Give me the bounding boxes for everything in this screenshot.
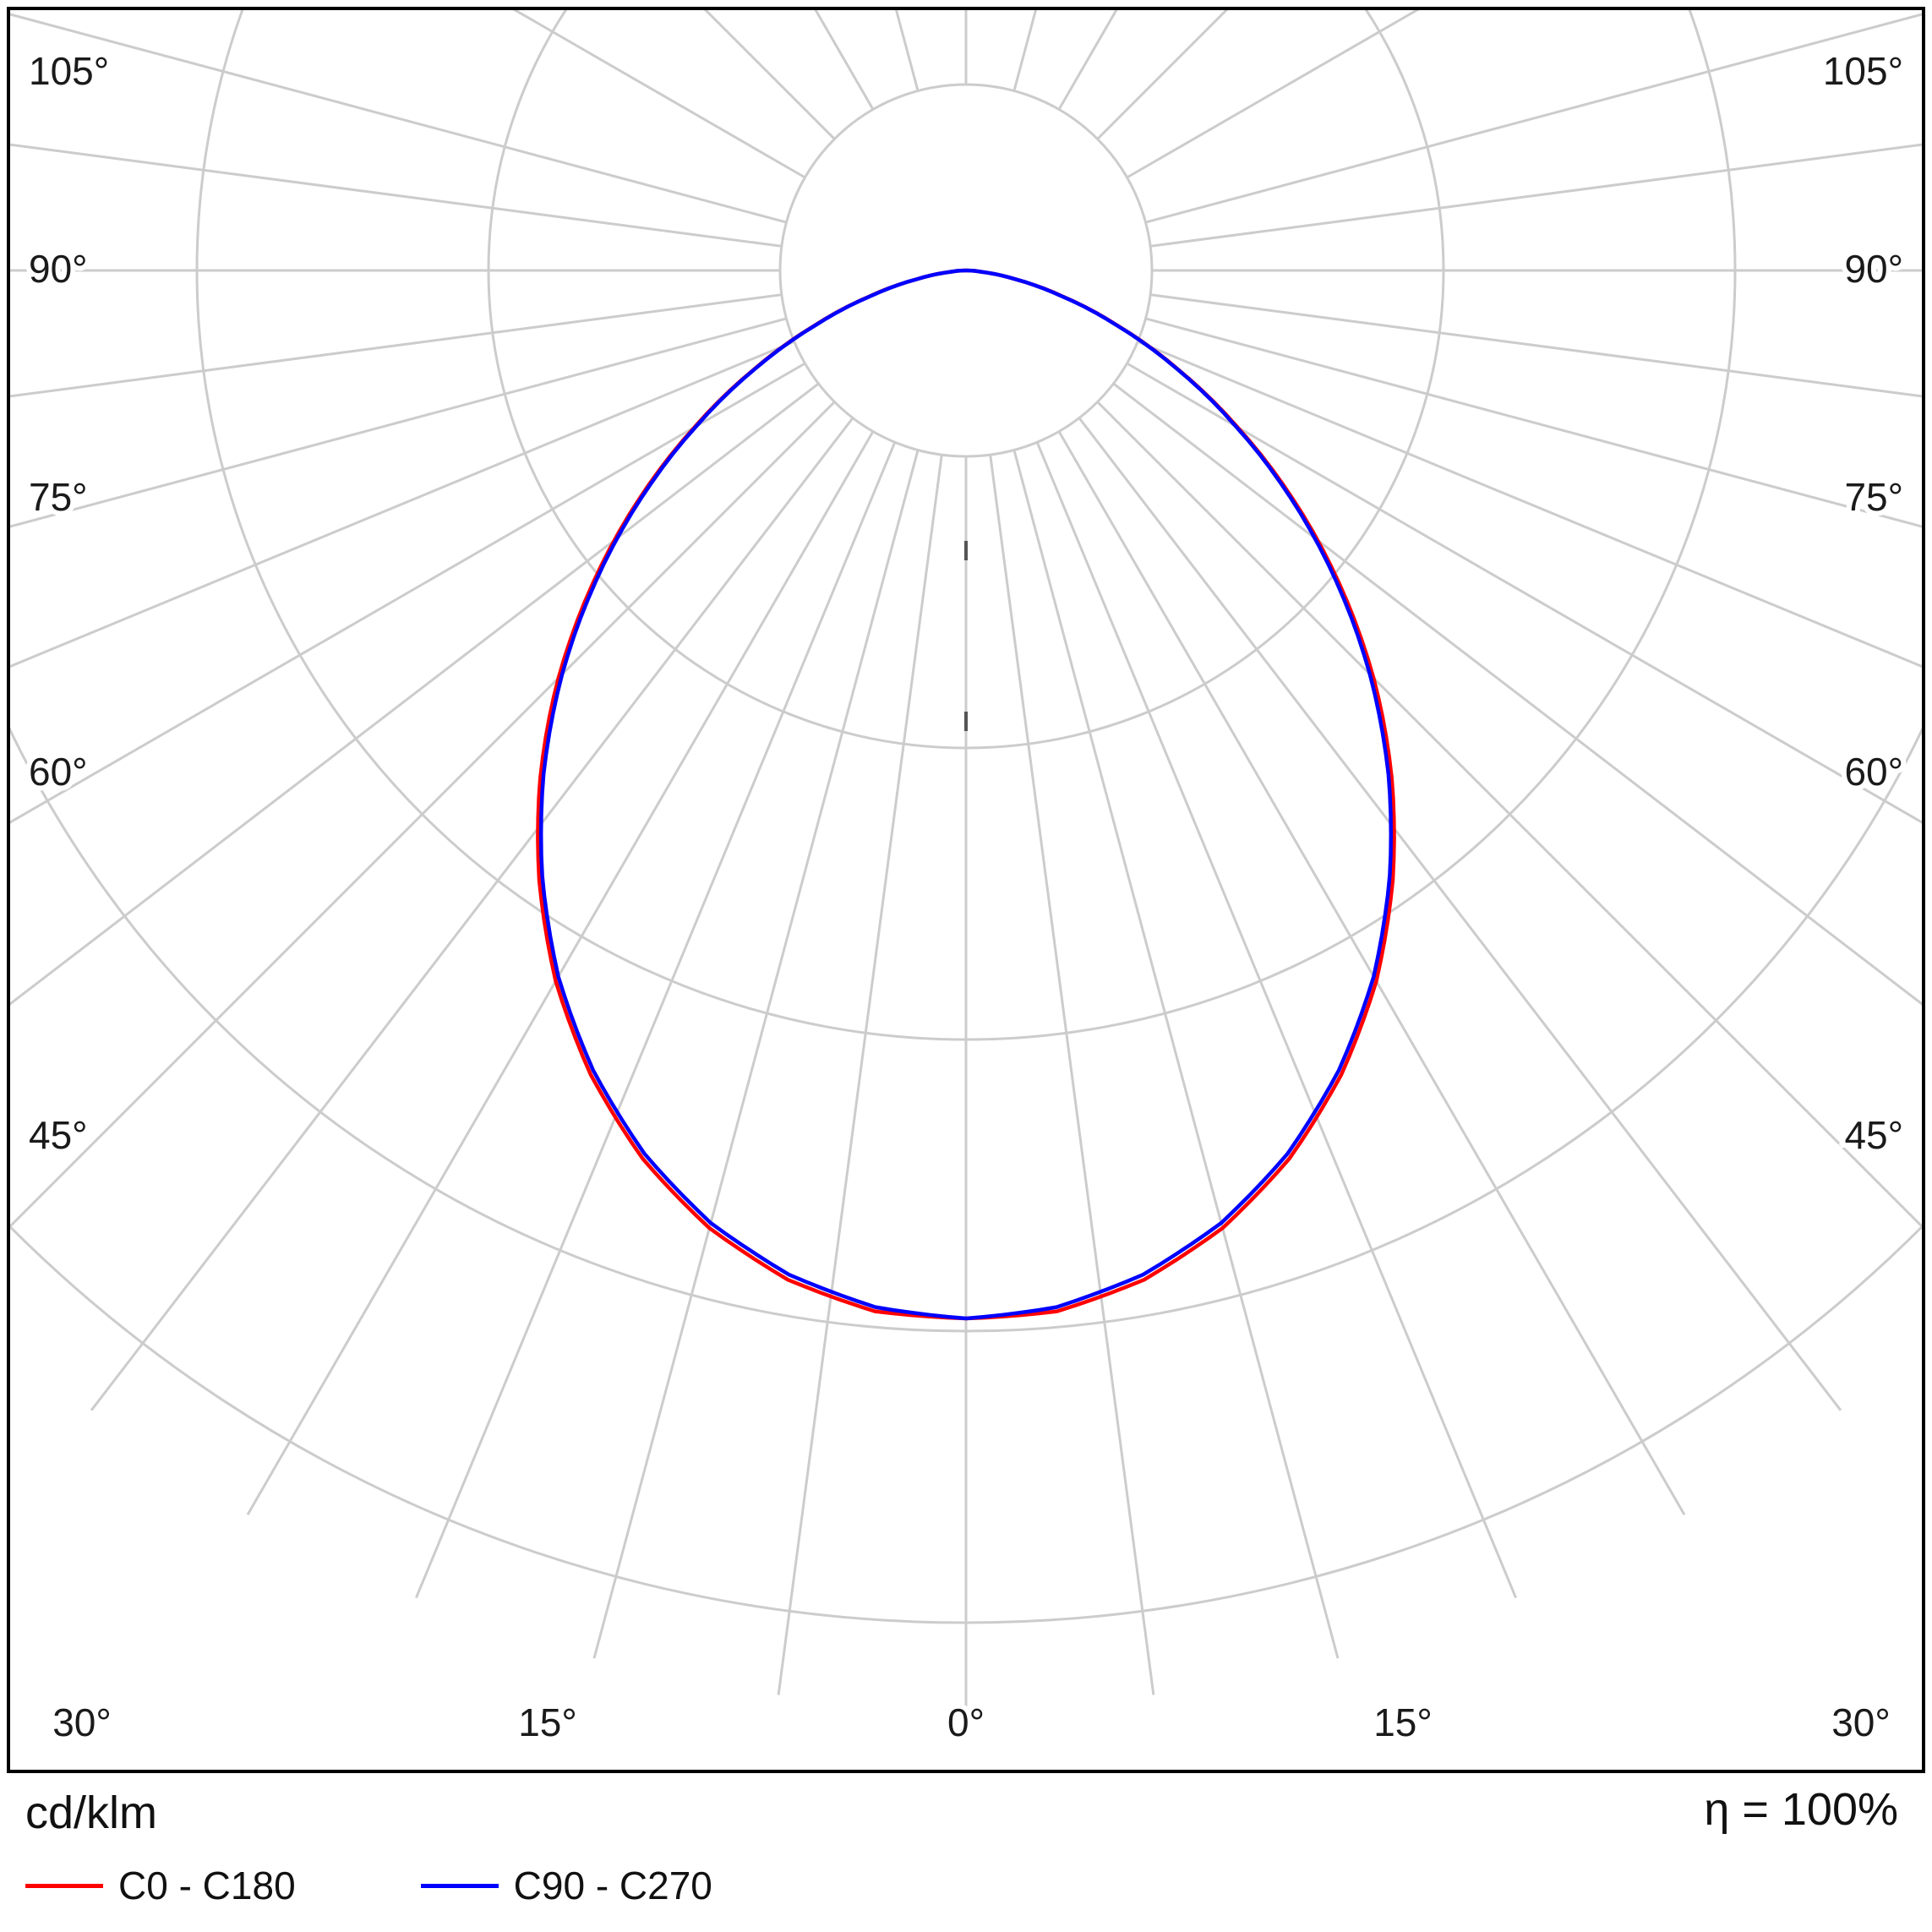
grid-spoke	[1149, 143, 1924, 248]
grid-spoke	[1012, 8, 1038, 91]
angle-label: 15°	[518, 1700, 577, 1744]
grid-spoke	[1057, 430, 1686, 1515]
unit-label: cd/klm	[25, 1787, 158, 1838]
legend-label-c90-c270: C90 - C270	[513, 1864, 712, 1907]
angle-label: 30°	[52, 1700, 112, 1744]
legend-line-c90-c270	[420, 1883, 499, 1888]
intensity-curves	[536, 268, 1396, 1321]
grid-spoke	[8, 362, 806, 825]
legend-line-c0-c180	[25, 1883, 103, 1888]
grid-spoke	[510, 8, 806, 179]
legend-label-c0-c180: C0 - C180	[118, 1864, 296, 1907]
grid-spoke	[1149, 293, 1924, 398]
grid-spoke	[894, 8, 920, 91]
grid-spoke	[8, 382, 820, 1007]
grid-spoke	[1145, 12, 1924, 224]
grid-spoke	[592, 450, 920, 1659]
grid-spoke	[1096, 401, 1924, 1231]
angle-labels: 105° 90° 75° 60° 45° 105° 90° 75° 60° 45° 30° 15° 0°…	[24, 44, 1908, 1749]
angle-label: 45°	[1844, 1113, 1903, 1157]
grid-spoke	[1137, 340, 1924, 669]
grid-spoke	[1126, 362, 1924, 825]
grid-spoke	[1012, 450, 1340, 1659]
angle-label: 90°	[29, 247, 88, 291]
grid-spoke	[8, 340, 795, 669]
grid-spoke	[1126, 8, 1422, 179]
grid-spoke	[90, 417, 854, 1411]
angle-label: 75°	[29, 475, 88, 519]
angle-label: 30°	[1831, 1700, 1891, 1744]
grid-spoke	[8, 317, 787, 529]
grid-spoke	[1096, 8, 1231, 140]
legend: C0 - C180 C90 - C270	[25, 1863, 712, 1908]
curve-c90-c270	[538, 268, 1394, 1321]
efficiency-label: η = 100%	[1704, 1784, 1898, 1835]
grid-spoke	[1035, 441, 1517, 1599]
angle-label: 45°	[29, 1113, 88, 1157]
grid-spoke	[8, 401, 836, 1231]
angle-label: 105°	[1823, 49, 1903, 93]
angle-label: 105°	[29, 49, 109, 93]
grid-spoke	[989, 454, 1155, 1695]
grid-spoke	[1112, 382, 1924, 1007]
grid-spoke	[246, 430, 875, 1515]
angle-label: 60°	[29, 750, 88, 794]
grid-spoke	[701, 8, 836, 140]
angle-label: 75°	[1844, 475, 1903, 519]
grid-spoke	[8, 143, 783, 248]
grid-spoke	[1145, 317, 1924, 529]
grid-spoke	[777, 454, 943, 1695]
polar-grid	[8, 8, 1924, 1707]
grid-spoke	[8, 12, 787, 224]
angle-label: 0°	[947, 1700, 985, 1744]
angle-label: 15°	[1373, 1700, 1433, 1744]
plot-border	[7, 7, 1925, 1773]
angle-label: 90°	[1844, 247, 1903, 291]
grid-spoke	[8, 293, 783, 398]
angle-label: 60°	[1844, 750, 1903, 794]
grid-spoke	[415, 441, 897, 1599]
grid-spoke	[1078, 417, 1842, 1411]
